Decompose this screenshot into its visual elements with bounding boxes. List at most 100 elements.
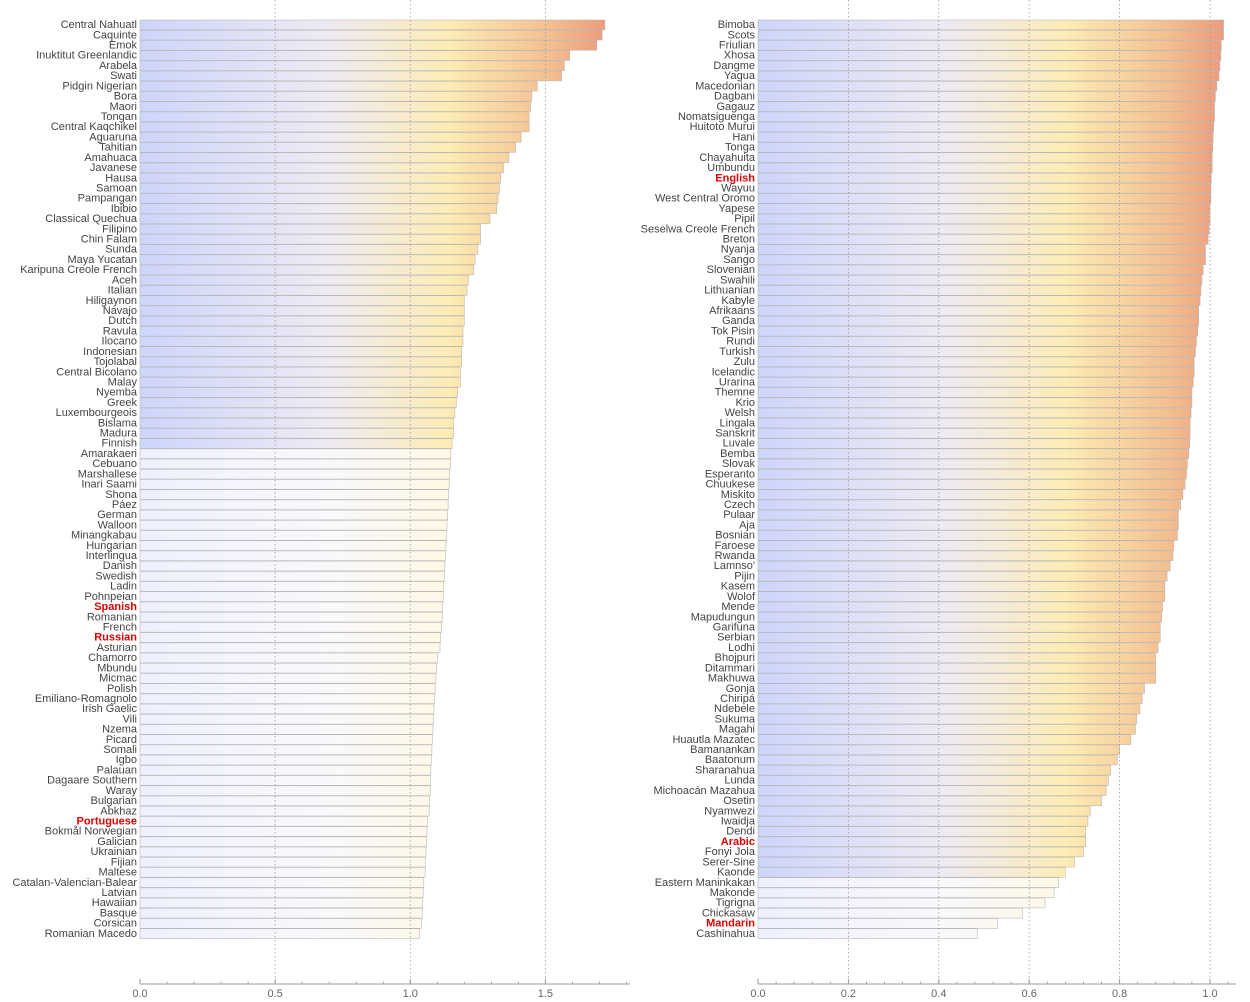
category-label: Hawaiian	[92, 897, 137, 909]
category-label: Central Kaqchikel	[51, 121, 137, 133]
bar	[139, 387, 458, 398]
bar	[139, 867, 426, 878]
bar	[139, 775, 431, 786]
bar	[757, 183, 1212, 194]
category-label: Arabela	[99, 60, 138, 72]
category-label: Filipino	[102, 223, 137, 235]
bar	[139, 479, 450, 490]
bar	[139, 234, 481, 245]
category-label: Serer-Sine	[702, 856, 755, 868]
bar	[139, 826, 428, 837]
category-label: Faroese	[715, 540, 755, 552]
bar	[757, 918, 998, 929]
bar	[139, 928, 421, 939]
bar	[757, 693, 1143, 704]
category-label: Mapudungun	[691, 611, 755, 623]
category-label: Caquinte	[93, 29, 137, 41]
x-tick-label: 0.8	[1112, 988, 1127, 1000]
bar	[757, 836, 1087, 847]
bar	[139, 683, 436, 694]
bar	[139, 407, 456, 419]
bar	[757, 499, 1181, 510]
category-label: Greek	[107, 397, 137, 409]
bar	[757, 172, 1212, 184]
highlighted-category-label: Mandarin	[706, 918, 755, 930]
bar	[139, 611, 443, 623]
category-label: Tigrigna	[716, 897, 756, 909]
category-label: Irish Gaelic	[82, 703, 138, 715]
bar	[139, 213, 491, 225]
highlighted-category-label: Russian	[94, 632, 137, 644]
category-label: Pijin	[734, 570, 755, 582]
bar	[757, 234, 1209, 245]
bar	[757, 29, 1224, 41]
category-label: Samoan	[96, 182, 137, 194]
category-label: Swati	[110, 70, 137, 82]
category-label: Yagua	[724, 70, 756, 82]
category-label: Abkhaz	[100, 805, 137, 817]
category-label: Rundi	[726, 336, 755, 348]
bar	[139, 223, 481, 235]
bar	[139, 254, 476, 265]
category-label: Czech	[724, 499, 755, 511]
x-axis: 0.0 0.5 1.0 1.5	[132, 979, 630, 1000]
bar	[757, 132, 1214, 143]
bar	[139, 203, 498, 214]
bar	[139, 907, 423, 919]
category-label: Scots	[727, 29, 755, 41]
bar	[757, 907, 1023, 919]
category-label: Friulian	[719, 40, 755, 52]
bar	[757, 591, 1166, 602]
bar	[139, 40, 598, 51]
bar	[139, 550, 446, 562]
category-label: Sharanahua	[695, 764, 756, 776]
bar	[757, 540, 1175, 551]
category-label: Turkish	[719, 346, 755, 358]
category-label: Igbo	[116, 754, 137, 766]
bar	[757, 601, 1163, 613]
bar	[757, 40, 1222, 51]
bar	[757, 19, 1224, 31]
category-label: Maya Yucatan	[67, 254, 137, 266]
category-label: Garifuna	[713, 622, 756, 634]
category-label: Waray	[106, 785, 138, 797]
category-label: Lithuanian	[704, 285, 755, 297]
category-label: Zulu	[734, 356, 755, 368]
bar	[757, 295, 1201, 306]
highlighted-category-label: Portuguese	[76, 815, 137, 827]
category-label: Pulaar	[723, 509, 755, 521]
bar	[757, 325, 1199, 337]
bar	[139, 448, 452, 459]
category-label: Nomatsiguenga	[678, 111, 756, 123]
category-label: Sanskrit	[715, 428, 755, 440]
bar	[139, 652, 438, 664]
category-label: Nzema	[102, 724, 138, 736]
category-label: Sunda	[105, 244, 138, 256]
bar	[139, 918, 422, 929]
bar	[757, 193, 1212, 204]
category-label: Bora	[114, 91, 138, 103]
category-label: Pipil	[734, 213, 755, 225]
category-label: Asturian	[97, 642, 137, 654]
bar	[139, 417, 454, 429]
bar	[757, 50, 1222, 61]
category-label: Emiliano-Romagnolo	[35, 693, 137, 705]
bar	[757, 489, 1184, 500]
bar	[757, 121, 1214, 133]
category-label: Interlingua	[86, 550, 138, 562]
bar	[757, 560, 1171, 572]
category-label: Ganda	[722, 315, 756, 327]
bar	[757, 662, 1157, 674]
highlighted-category-label: Spanish	[94, 601, 137, 613]
category-label: Huautla Mazatec	[672, 734, 755, 746]
category-label: Lingala	[720, 417, 756, 429]
bar	[139, 50, 571, 61]
bar	[139, 70, 562, 82]
bar	[757, 775, 1109, 786]
bar	[139, 703, 435, 715]
category-label: Mende	[721, 601, 755, 613]
category-label: Inari Saami	[81, 479, 137, 491]
bar	[757, 91, 1216, 102]
bar	[139, 428, 454, 439]
category-label: Bulgarian	[91, 795, 137, 807]
